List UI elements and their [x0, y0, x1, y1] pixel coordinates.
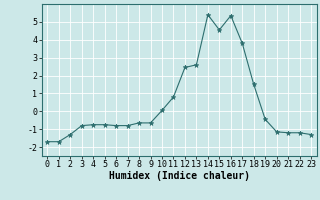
- X-axis label: Humidex (Indice chaleur): Humidex (Indice chaleur): [109, 171, 250, 181]
